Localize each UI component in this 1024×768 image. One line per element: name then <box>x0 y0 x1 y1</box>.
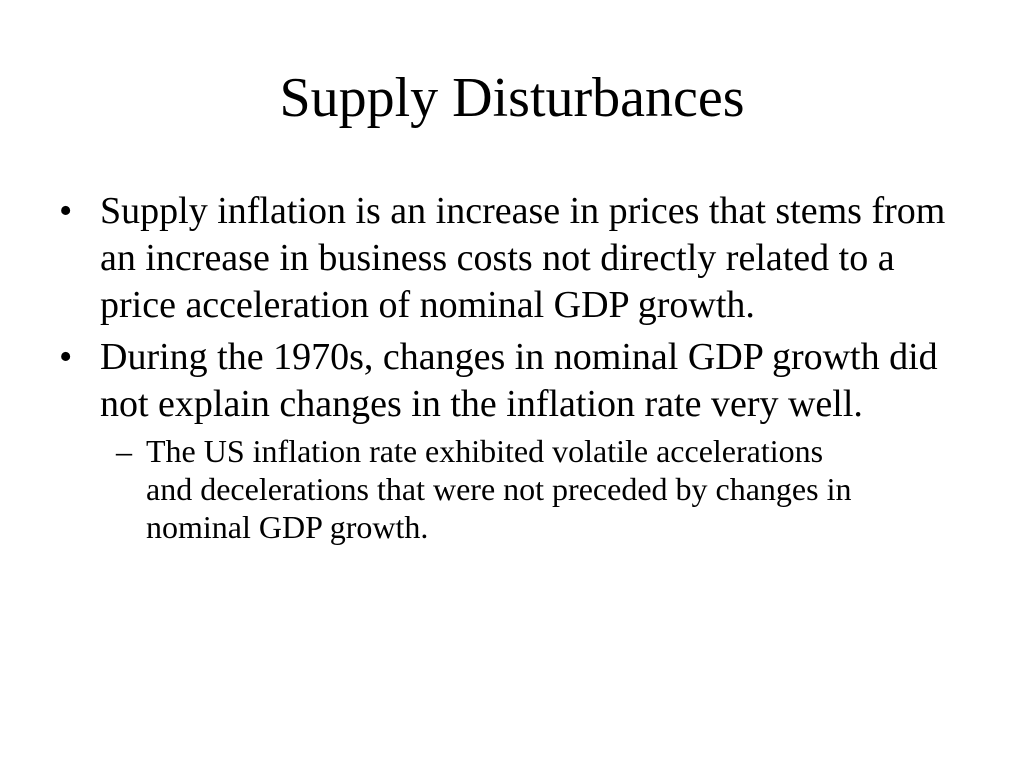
bullet-text: During the 1970s, changes in nominal GDP… <box>100 336 938 425</box>
bullet-list: • Supply inflation is an increase in pri… <box>0 188 1024 551</box>
bullet-marker: • <box>59 336 73 378</box>
bullet-item: • During the 1970s, changes in nominal G… <box>0 334 1024 546</box>
slide-title: Supply Disturbances <box>279 67 745 129</box>
sub-bullet-text: The US inflation rate exhibited volatile… <box>146 433 852 545</box>
sub-bullet-item: – The US inflation rate exhibited volati… <box>0 432 964 546</box>
bullet-text: Supply inflation is an increase in price… <box>100 190 946 326</box>
sub-bullet-list: – The US inflation rate exhibited volati… <box>100 432 964 546</box>
bullet-marker: • <box>59 190 73 232</box>
sub-bullet-marker: – <box>116 433 132 469</box>
bullet-item: • Supply inflation is an increase in pri… <box>0 188 1024 329</box>
